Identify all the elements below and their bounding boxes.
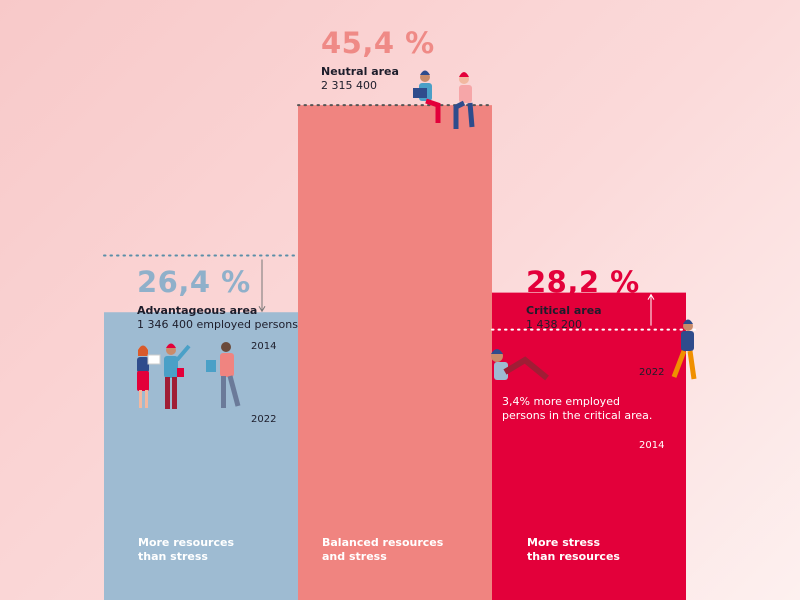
advantageous-description-line1: More resources — [138, 536, 234, 549]
neutral-description-line1: Balanced resources — [322, 536, 444, 549]
neutral-label: Neutral area — [321, 65, 399, 78]
people-illustrations — [137, 70, 697, 409]
advantageous-count: 1 346 400 employed persons — [137, 318, 298, 331]
person-man-pointing-icon — [164, 343, 191, 409]
critical-percent: 28,2 % — [526, 265, 640, 299]
critical-description: More stress than resources — [527, 536, 677, 564]
critical-year-top: 2022 — [639, 367, 665, 378]
bar-advantageous — [104, 312, 298, 600]
person-walking-orange-icon — [671, 319, 697, 380]
critical-note: 3,4% more employed persons in the critic… — [502, 395, 672, 423]
critical-label: Critical area — [526, 304, 602, 317]
person-laptop-sitting-icon — [413, 70, 441, 123]
critical-year-bottom: 2014 — [639, 440, 665, 451]
advantageous-change-arrow-head — [258, 305, 266, 313]
critical-description-line1: More stress — [527, 536, 601, 549]
advantageous-year-bottom: 2022 — [251, 414, 277, 425]
advantageous-description-line2: than stress — [138, 550, 208, 563]
neutral-percent: 45,4 % — [321, 26, 435, 60]
person-woman-tablet-icon — [137, 345, 161, 408]
advantageous-year-top: 2014 — [251, 341, 277, 352]
advantageous-description: More resources than stress — [138, 536, 288, 564]
person-woman-sitting-icon — [453, 72, 475, 129]
critical-description-line2: than resources — [527, 550, 620, 563]
bar-neutral — [298, 105, 492, 600]
neutral-description: Balanced resources and stress — [322, 536, 472, 564]
advantageous-label: Advantageous area — [137, 304, 258, 317]
person-reclining-icon — [491, 349, 549, 381]
critical-note-line2: persons in the critical area. — [502, 409, 653, 422]
advantageous-percent: 26,4 % — [137, 265, 251, 299]
bars-layer — [104, 105, 686, 600]
person-man-walking-icon — [206, 342, 241, 408]
critical-count: 1 438 200 — [526, 318, 582, 331]
critical-change-arrow-head — [647, 293, 655, 300]
bar-critical — [492, 292, 686, 600]
neutral-count: 2 315 400 — [321, 79, 377, 92]
critical-note-line1: 3,4% more employed — [502, 395, 620, 408]
neutral-description-line2: and stress — [322, 550, 387, 563]
